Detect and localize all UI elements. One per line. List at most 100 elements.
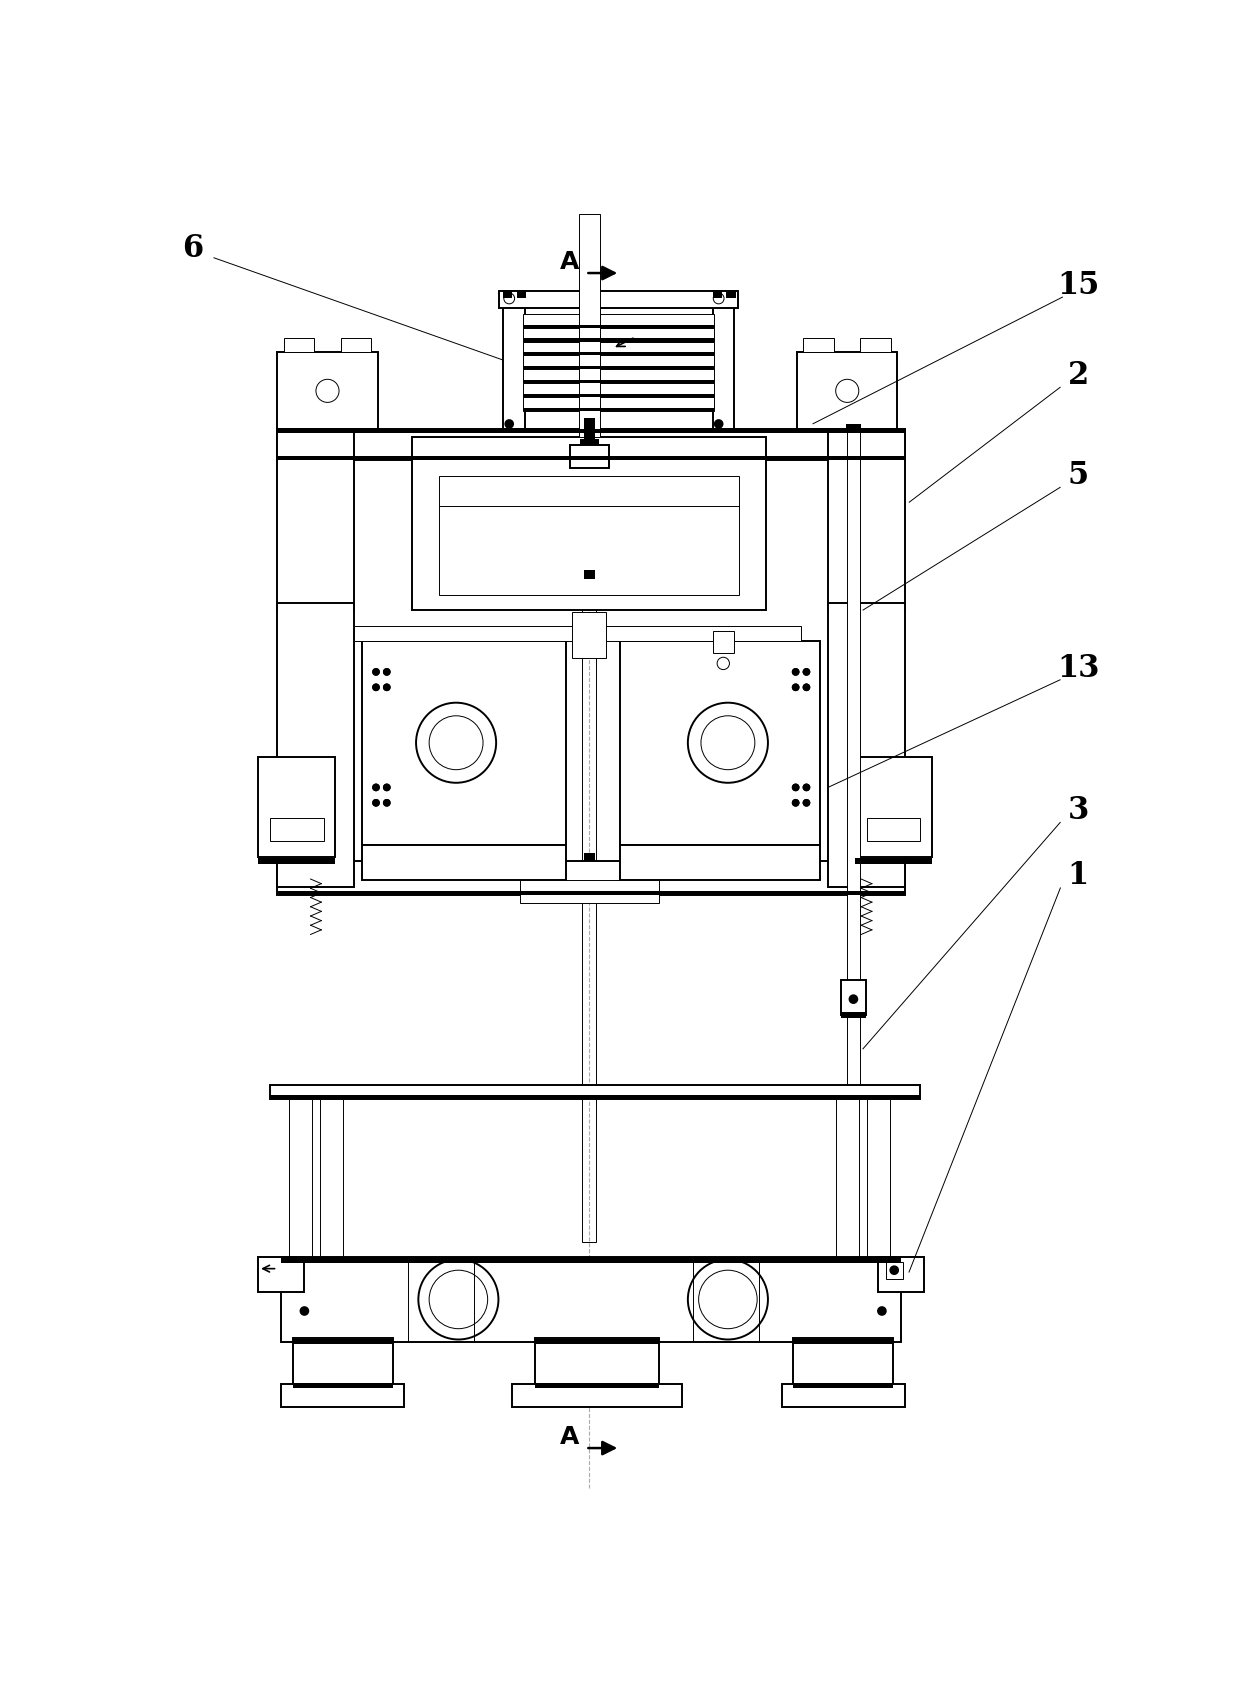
Bar — [841, 981, 866, 1014]
Bar — [583, 318, 596, 1242]
Bar — [278, 428, 905, 433]
Bar — [523, 342, 714, 356]
Circle shape — [300, 1308, 309, 1314]
Circle shape — [792, 799, 800, 807]
Bar — [841, 1013, 866, 1018]
Bar — [281, 1257, 901, 1341]
Circle shape — [372, 667, 379, 676]
Circle shape — [372, 784, 379, 792]
Text: A: A — [560, 1424, 580, 1449]
Bar — [523, 394, 714, 398]
Bar — [523, 369, 714, 382]
Circle shape — [506, 420, 513, 428]
Circle shape — [802, 667, 810, 676]
Circle shape — [383, 784, 391, 792]
Circle shape — [383, 784, 391, 792]
Bar — [570, 445, 609, 468]
Bar — [867, 1099, 889, 1257]
Circle shape — [792, 684, 800, 691]
Bar — [500, 292, 738, 308]
Bar — [258, 858, 335, 864]
Text: 1: 1 — [1068, 861, 1089, 891]
Bar — [355, 625, 801, 640]
Bar — [523, 398, 714, 411]
Bar — [584, 418, 595, 441]
Bar — [620, 640, 821, 846]
Bar — [523, 327, 714, 342]
Bar — [293, 1340, 393, 1345]
Circle shape — [802, 784, 810, 792]
Bar — [258, 757, 335, 856]
Circle shape — [802, 799, 810, 807]
Circle shape — [849, 996, 857, 1003]
Bar — [867, 819, 920, 841]
Circle shape — [792, 684, 800, 691]
Circle shape — [890, 1267, 898, 1274]
Bar — [781, 1383, 905, 1407]
Bar — [520, 880, 658, 903]
Circle shape — [372, 799, 379, 807]
Bar — [713, 632, 734, 652]
Bar — [878, 1257, 924, 1292]
Bar — [523, 339, 714, 342]
Bar — [512, 1383, 682, 1407]
Bar — [794, 1338, 894, 1388]
Bar — [861, 339, 892, 352]
Bar — [523, 382, 714, 398]
Bar — [293, 1338, 393, 1388]
Bar — [278, 455, 905, 460]
Bar — [885, 1262, 903, 1279]
Bar — [804, 339, 835, 352]
Circle shape — [383, 667, 391, 676]
Bar — [278, 861, 905, 895]
Circle shape — [383, 684, 391, 691]
Bar — [278, 430, 355, 610]
Bar — [584, 853, 595, 861]
Bar — [584, 570, 595, 580]
Bar — [517, 292, 526, 298]
Bar — [573, 612, 606, 659]
Bar — [536, 1383, 658, 1388]
Bar — [278, 430, 905, 460]
Bar — [846, 425, 861, 433]
Bar — [284, 339, 315, 352]
Bar — [794, 1383, 894, 1388]
Circle shape — [802, 784, 810, 792]
Bar — [278, 603, 355, 888]
Circle shape — [383, 799, 391, 807]
Bar — [439, 475, 739, 595]
Bar — [412, 436, 766, 610]
Bar — [362, 846, 567, 880]
Circle shape — [372, 784, 379, 792]
Bar — [580, 438, 599, 445]
Text: 3: 3 — [1068, 795, 1089, 826]
Bar — [536, 1338, 658, 1388]
Bar — [727, 292, 735, 298]
Bar — [523, 381, 714, 382]
Bar — [258, 1257, 304, 1292]
Bar — [536, 1340, 658, 1345]
Bar — [341, 339, 372, 352]
Bar — [503, 292, 525, 441]
Circle shape — [383, 667, 391, 676]
Text: 2: 2 — [1068, 361, 1089, 391]
Bar — [620, 846, 821, 880]
Bar — [847, 426, 859, 1099]
Circle shape — [792, 667, 800, 676]
Bar — [281, 1383, 404, 1407]
Bar — [713, 292, 722, 298]
Bar — [289, 1099, 312, 1257]
Bar — [293, 1383, 393, 1388]
Bar — [270, 819, 324, 841]
Bar — [854, 858, 932, 864]
Bar — [797, 352, 898, 430]
Circle shape — [802, 799, 810, 807]
Circle shape — [802, 684, 810, 691]
Circle shape — [714, 420, 723, 428]
Circle shape — [383, 799, 391, 807]
Bar — [794, 1340, 894, 1345]
Bar — [523, 408, 714, 411]
Circle shape — [792, 799, 800, 807]
Bar — [836, 1099, 859, 1257]
Bar — [281, 1257, 901, 1264]
